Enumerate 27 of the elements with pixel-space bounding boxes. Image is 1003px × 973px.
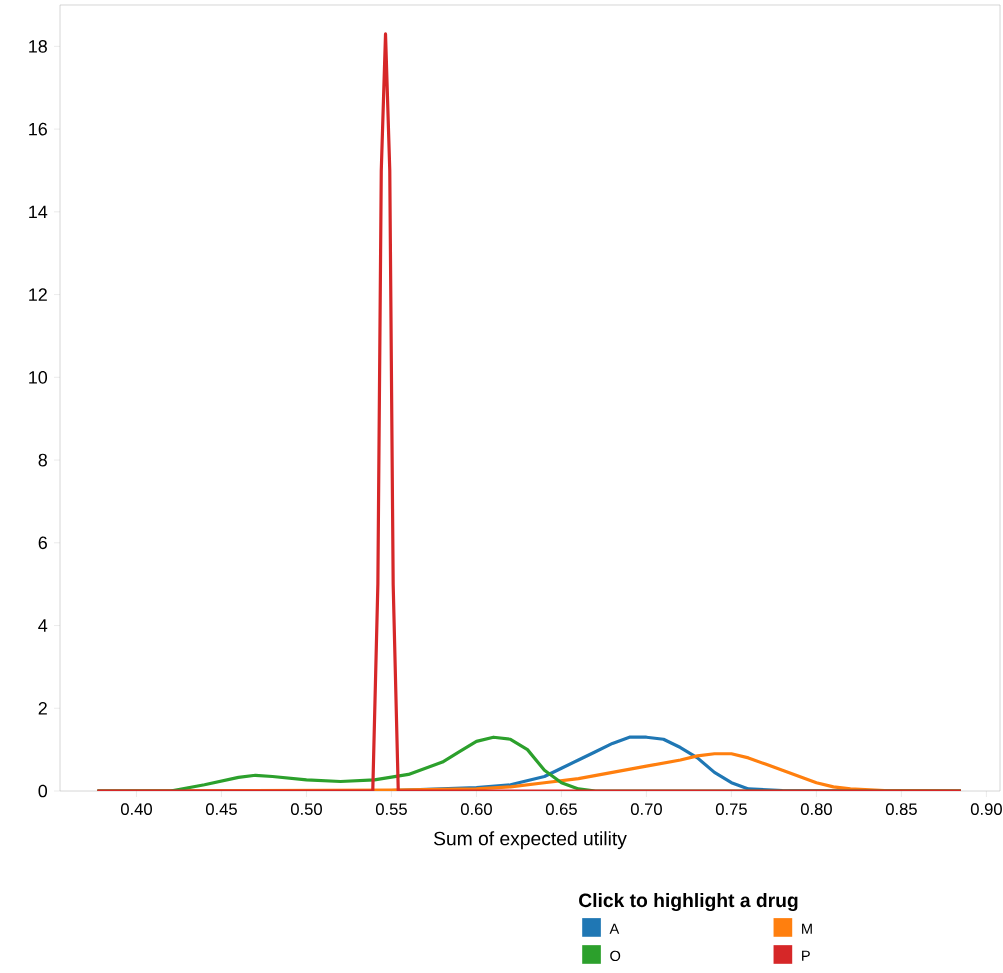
x-tick-label: 0.75 [715,803,747,815]
x-tick-label: 0.80 [800,803,832,815]
y-tick-label: 2 [38,702,47,715]
y-tick-label: 12 [29,288,47,301]
x-tick-label: 0.70 [630,803,662,815]
x-tick-label: 0.85 [885,803,917,815]
y-tick-label: 0 [38,784,48,798]
y-tick-label: 10 [29,370,48,384]
x-tick-label: 0.60 [460,803,492,815]
legend-label: M [802,923,812,934]
x-tick-label: 0.65 [545,803,577,815]
legend-label: P [802,950,810,961]
x-tick-label: 0.40 [120,803,152,815]
x-tick-label: 0.55 [375,803,407,815]
x-tick-label: 0.50 [290,803,322,815]
legend-label: A [609,923,620,934]
x-tick-label: 0.90 [970,803,1002,815]
x-axis-title: Sum of expected utility [433,831,627,850]
legend-label: O [610,950,621,962]
x-tick-label: 0.45 [205,803,237,815]
y-tick-label: 14 [29,205,48,219]
legend-title: Click to highlight a drug [579,893,798,912]
y-tick-label: 18 [29,40,47,53]
y-tick-label: 6 [38,536,47,550]
y-tick-label: 8 [38,453,47,467]
y-tick-label: 4 [38,619,48,632]
y-tick-label: 16 [29,122,47,136]
